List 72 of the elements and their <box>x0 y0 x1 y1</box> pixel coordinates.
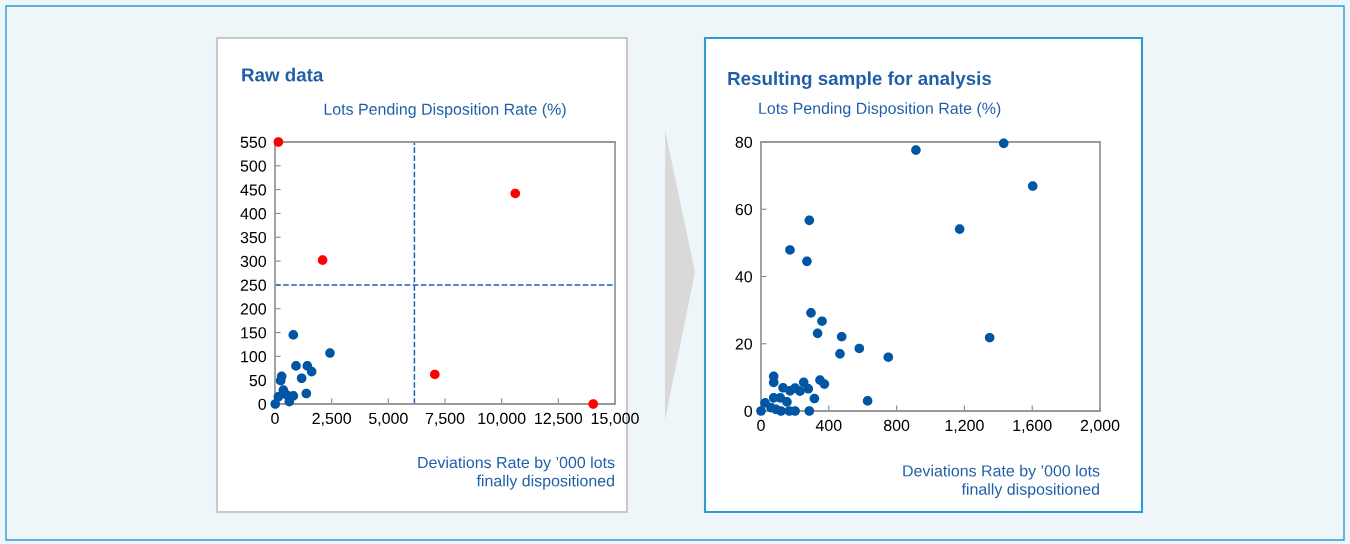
x-tick-label: 1,600 <box>1013 419 1052 433</box>
point <box>806 308 816 318</box>
point <box>883 352 894 363</box>
y-tick-label: 80 <box>735 136 753 148</box>
y-tick-label: 40 <box>735 271 753 283</box>
point <box>588 399 599 409</box>
y-tick-label: 450 <box>240 184 267 196</box>
point <box>954 224 965 234</box>
point <box>771 404 781 415</box>
point <box>803 384 814 394</box>
point <box>809 393 820 404</box>
point <box>819 379 830 389</box>
point <box>804 215 815 226</box>
point <box>270 399 281 409</box>
point <box>296 373 307 384</box>
y-tick-label: 250 <box>240 279 267 291</box>
y-tick-label: 60 <box>735 203 753 216</box>
point <box>301 388 312 399</box>
point <box>281 390 292 400</box>
point <box>317 255 328 265</box>
point <box>291 361 301 371</box>
point <box>998 138 1009 149</box>
x-tick-label: 0 <box>271 412 279 425</box>
x-tick-label: 1,200 <box>945 419 984 433</box>
point <box>782 397 792 407</box>
y-tick-label: 350 <box>240 231 267 244</box>
point <box>854 343 865 354</box>
x-tick-label: 800 <box>883 419 910 432</box>
x-tick-label: 5,000 <box>368 412 408 426</box>
x-tick-label: 10,000 <box>478 412 526 426</box>
x-axis-title: Deviations Rate by ’000 lots finally dispositioned <box>418 456 615 490</box>
y-tick-label: 0 <box>258 398 267 410</box>
y-tick-label: 20 <box>735 338 753 350</box>
y-tick-label: 50 <box>249 374 267 387</box>
y-tick-label: 200 <box>240 303 267 315</box>
point <box>785 245 795 255</box>
point <box>804 406 815 416</box>
y-tick-label: 100 <box>241 351 267 363</box>
x-tick-label: 12,500 <box>535 412 583 426</box>
y-axis-title: Lots Pending Disposition Rate (%) <box>324 103 566 118</box>
y-tick-label: 150 <box>241 327 267 339</box>
point <box>288 330 299 340</box>
point <box>984 332 995 343</box>
y-tick-label: 400 <box>240 208 267 220</box>
y-tick-label: 550 <box>240 136 267 148</box>
point <box>1027 181 1038 191</box>
point <box>835 349 845 359</box>
point <box>306 366 317 377</box>
y-axis-title: Lots Pending Disposition Rate (%) <box>759 102 1001 118</box>
point <box>510 188 521 199</box>
point <box>812 328 823 339</box>
point <box>862 396 873 406</box>
point <box>817 316 827 327</box>
x-axis-title: Deviations Rate by ’000 lots finally dispositioned <box>903 464 1100 499</box>
y-tick-label: 500 <box>240 160 267 172</box>
point <box>802 256 812 267</box>
point <box>795 386 805 396</box>
point <box>273 137 284 147</box>
point <box>836 331 847 342</box>
x-tick-label: 400 <box>815 419 842 432</box>
chart-title: Resulting sample for analysis <box>728 71 991 89</box>
point <box>429 369 440 380</box>
x-tick-label: 0 <box>757 419 765 432</box>
y-tick-label: 300 <box>240 255 267 268</box>
chart-title: Raw data <box>242 67 324 82</box>
x-tick-label: 2,500 <box>312 412 352 426</box>
point <box>911 145 921 155</box>
x-tick-label: 2,000 <box>1080 419 1120 433</box>
point <box>756 406 766 416</box>
x-tick-label: 15,000 <box>591 412 639 426</box>
point <box>325 348 335 358</box>
x-tick-label: 7,500 <box>425 412 465 426</box>
